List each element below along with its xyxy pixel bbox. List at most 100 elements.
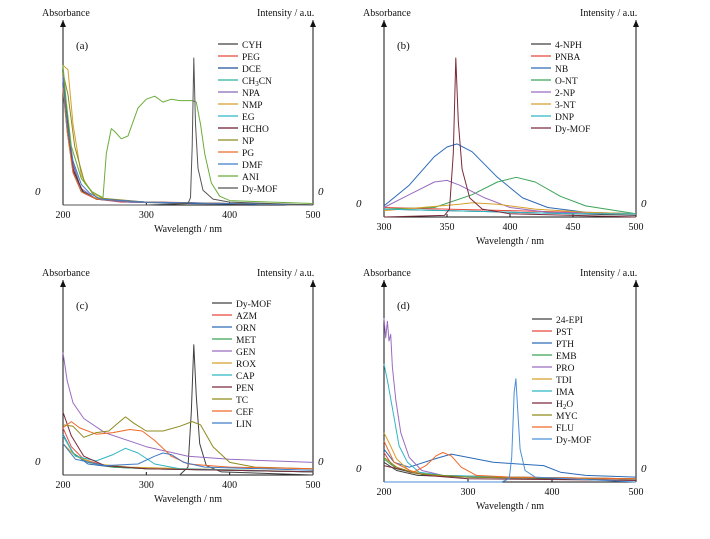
y-left-title: Absorbance bbox=[363, 8, 411, 19]
legend-label-dmf: DMF bbox=[242, 161, 263, 171]
panel-label: (b) bbox=[397, 40, 410, 52]
panel-a: Absorbance Intensity / a.u. Wavelength / n… bbox=[35, 8, 324, 235]
legend-label-azm: AZM bbox=[236, 312, 258, 322]
x-axis-label: Wavelength / nm bbox=[154, 224, 222, 235]
legend-label-emb: EMB bbox=[556, 352, 577, 362]
origin-right-label: 0 bbox=[641, 198, 647, 210]
legend-label-ch3cn: CH3CN bbox=[242, 77, 272, 88]
origin-right-label: 0 bbox=[318, 456, 324, 468]
y-left-title: Absorbance bbox=[42, 268, 90, 279]
legend-label-cef: CEF bbox=[236, 408, 253, 418]
y-right-title: Intensity / a.u. bbox=[580, 8, 637, 19]
x-tick-label: 300 bbox=[377, 222, 392, 233]
y-axis-left-arrow bbox=[381, 20, 387, 27]
origin-left-label: 0 bbox=[356, 198, 362, 210]
panel-label: (d) bbox=[397, 300, 410, 312]
x-axis-label: Wavelength / nm bbox=[476, 501, 544, 512]
legend-label-tdi: TDI bbox=[556, 376, 572, 386]
legend-label-2-np: 2-NP bbox=[555, 89, 575, 99]
x-tick-label: 300 bbox=[139, 210, 154, 221]
legend-label-rox: ROX bbox=[236, 360, 256, 370]
legend: 4-NPH PNBA NB O-NT 2-NP 3-NT DNP Dy-MOF bbox=[531, 41, 590, 135]
y-left-title: Absorbance bbox=[363, 268, 411, 279]
y-axis-right-arrow bbox=[633, 280, 639, 287]
y-right-title: Intensity / a.u. bbox=[580, 268, 637, 279]
legend-label-nmp: NMP bbox=[242, 101, 263, 111]
x-axis-label: Wavelength / nm bbox=[476, 236, 544, 247]
panel-label: (c) bbox=[76, 300, 89, 312]
legend-label-lin: LIN bbox=[236, 420, 252, 430]
legend-label-flu: FLU bbox=[556, 424, 574, 434]
y-axis-left-arrow bbox=[60, 20, 66, 27]
legend-label-hcho: HCHO bbox=[242, 125, 269, 135]
x-tick-label: 500 bbox=[629, 222, 644, 233]
series-line-cap bbox=[62, 435, 314, 473]
y-axis-right-arrow bbox=[310, 280, 316, 287]
series-line-pth bbox=[383, 448, 637, 478]
y-axis-right-arrow bbox=[310, 20, 316, 27]
x-tick-label: 400 bbox=[222, 210, 237, 221]
series-line-dy-mof bbox=[63, 57, 314, 206]
legend-label-pst: PST bbox=[556, 328, 573, 338]
series-line-flu bbox=[383, 440, 637, 480]
x-tick-label: 450 bbox=[566, 222, 581, 233]
series-line-tc bbox=[62, 416, 314, 470]
x-tick-label: 200 bbox=[377, 487, 392, 498]
series-line-h2o bbox=[383, 465, 637, 481]
legend-label-pth: PTH bbox=[556, 340, 574, 350]
y-axis-right-arrow bbox=[633, 20, 639, 27]
x-tick-label: 500 bbox=[306, 480, 321, 491]
y-axis-left-arrow bbox=[60, 280, 66, 287]
x-tick-label: 350 bbox=[440, 222, 455, 233]
legend-label-3-nt: 3-NT bbox=[555, 101, 576, 111]
legend-label-pg: PG bbox=[242, 149, 254, 159]
series-line-nb bbox=[383, 143, 637, 215]
series-line-ima bbox=[383, 363, 637, 480]
legend-label-eg: EG bbox=[242, 113, 255, 123]
legend-label-dce: DCE bbox=[242, 65, 261, 75]
series-line-ani bbox=[62, 65, 314, 204]
x-tick-label: 500 bbox=[629, 487, 644, 498]
legend-label-ima: IMA bbox=[556, 388, 575, 398]
legend-label-dy-mof: Dy-MOF bbox=[555, 125, 590, 135]
series-line-dmf bbox=[62, 78, 314, 206]
x-tick-label: 300 bbox=[461, 487, 476, 498]
series-line-pro bbox=[383, 317, 637, 480]
x-tick-label: 400 bbox=[503, 222, 518, 233]
series-line-dy-mof bbox=[63, 344, 314, 476]
x-tick-label: 200 bbox=[56, 210, 71, 221]
legend-label-met: MET bbox=[236, 336, 256, 346]
y-axis-left-arrow bbox=[381, 280, 387, 287]
series-line-o-nt bbox=[383, 176, 637, 215]
legend-label-npa: NPA bbox=[242, 89, 260, 99]
legend-label-cap: CAP bbox=[236, 372, 254, 382]
origin-left-label: 0 bbox=[356, 463, 362, 475]
legend-label-4-nph: 4-NPH bbox=[555, 41, 582, 51]
legend-label-dy-mof: Dy-MOF bbox=[242, 185, 277, 195]
legend-label-gen: GEN bbox=[236, 348, 256, 358]
legend-label-np: NP bbox=[242, 137, 254, 147]
legend-label-ani: ANI bbox=[242, 173, 259, 183]
x-tick-label: 300 bbox=[139, 480, 154, 491]
panel-d: Absorbance Intensity / a.u. Wavelength / n… bbox=[356, 268, 647, 512]
origin-left-label: 0 bbox=[35, 456, 41, 468]
series-line-dy-mof bbox=[383, 57, 637, 218]
legend-label-pro: PRO bbox=[556, 364, 575, 374]
y-left-title: Absorbance bbox=[42, 8, 90, 19]
legend-label-tc: TC bbox=[236, 396, 248, 406]
legend-label-h2o: H2O bbox=[556, 400, 573, 411]
series-line-3-nt bbox=[383, 202, 637, 215]
panel-b: Absorbance Intensity / a.u. Wavelength / n… bbox=[356, 8, 647, 247]
origin-right-label: 0 bbox=[318, 186, 324, 198]
legend-label-cyh: CYH bbox=[242, 41, 262, 51]
legend-label-pen: PEN bbox=[236, 384, 254, 394]
legend: Dy-MOF AZM ORN MET GEN ROX CAP PEN TC CEF LIN bbox=[212, 300, 271, 430]
x-axis-label: Wavelength / nm bbox=[154, 494, 222, 505]
legend-label-24-epi: 24-EPI bbox=[556, 316, 583, 326]
series-line-2-np bbox=[383, 179, 637, 215]
x-tick-label: 400 bbox=[222, 480, 237, 491]
x-tick-label: 200 bbox=[56, 480, 71, 491]
panel-label: (a) bbox=[76, 40, 89, 52]
